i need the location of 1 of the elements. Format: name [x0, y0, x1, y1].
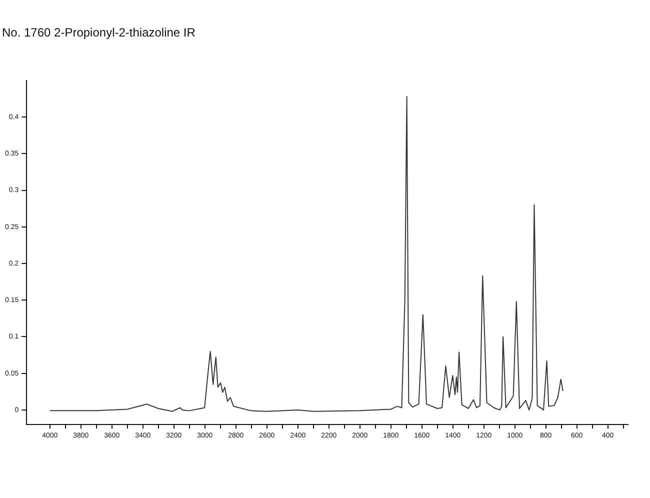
chart-title: No. 1760 2-Propionyl-2-thiazoline IR [2, 26, 196, 40]
